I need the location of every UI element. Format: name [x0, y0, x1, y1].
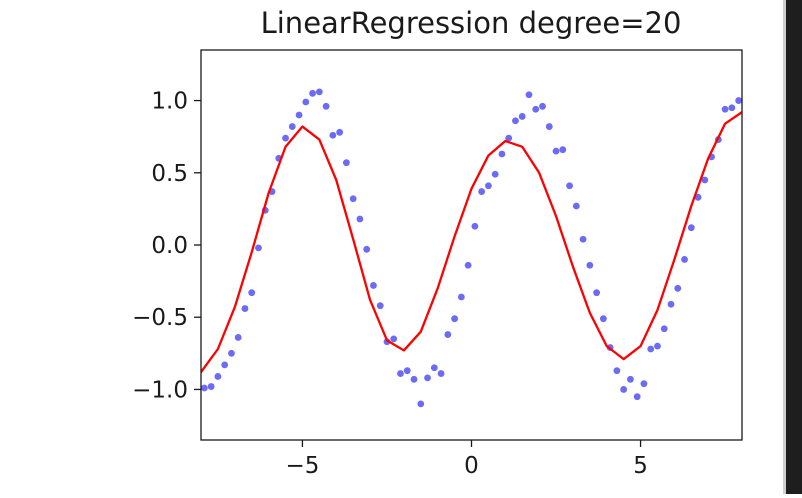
scatter-point [464, 261, 472, 269]
scatter-point [694, 193, 702, 201]
scatter-point [539, 102, 546, 110]
scatter-point [640, 380, 648, 388]
scatter-point [572, 202, 580, 210]
scatter-point [315, 88, 323, 96]
scatter-point [532, 105, 540, 113]
scatter-point [586, 261, 594, 269]
scatter-point [471, 222, 479, 230]
scatter-point [552, 147, 560, 155]
scatter-point [667, 300, 675, 308]
y-tick-label: −0.5 [132, 305, 188, 331]
scatter-point [390, 335, 398, 343]
plot-area [201, 88, 742, 408]
scatter-point [593, 289, 601, 297]
scatter-point [255, 244, 262, 252]
scatter-point [403, 367, 411, 375]
y-tick-label: 1.0 [151, 89, 188, 115]
scatter-point [444, 331, 452, 338]
scatter-point [329, 131, 337, 139]
scatter-point [430, 364, 438, 372]
scatter-point [214, 373, 222, 380]
scatter-point [735, 97, 742, 104]
scatter-point [613, 367, 621, 375]
window-edge [783, 0, 802, 494]
scatter-point [336, 128, 344, 136]
scatter-point [660, 325, 668, 333]
scatter-point [728, 104, 736, 112]
scatter-point [363, 245, 371, 253]
window-edge-highlight [783, 0, 786, 494]
scatter-point [701, 176, 709, 184]
scatter-point [322, 102, 330, 110]
scatter-point [248, 289, 256, 297]
scatter-point [559, 146, 567, 154]
scatter-point [457, 293, 465, 301]
scatter-point [566, 182, 573, 190]
scatter-point [633, 393, 641, 401]
scatter-point [417, 400, 425, 408]
scatter-point [654, 342, 661, 350]
scatter-point [437, 370, 445, 377]
x-tick-label: −5 [285, 453, 319, 479]
scatter-point [201, 384, 208, 392]
scatter-point [579, 235, 587, 243]
chart-title: LinearRegression degree=20 [261, 6, 682, 40]
scatter-point [410, 375, 418, 383]
x-tick-label: 0 [464, 453, 479, 479]
scatter-point [620, 386, 628, 393]
scatter-point [302, 98, 310, 106]
fit-line [201, 110, 742, 374]
scatter-point [424, 374, 431, 382]
scatter-point [282, 134, 289, 142]
scatter-point [221, 361, 229, 369]
scatter-point [234, 334, 242, 341]
scatter-point [512, 117, 519, 125]
scatter-point [518, 113, 526, 120]
scatter-point [674, 284, 682, 292]
scatter-point [498, 150, 506, 158]
scatter-point [545, 123, 553, 130]
scatter-point [525, 91, 533, 99]
scatter-point [451, 315, 458, 323]
scatter-point [505, 134, 513, 142]
scatter-point [647, 345, 655, 353]
scatter-point [627, 375, 634, 383]
scatter-point [342, 159, 350, 167]
y-tick-label: 0.5 [151, 161, 188, 187]
scatter-point [721, 105, 729, 113]
scatter-point [376, 302, 384, 310]
scatter-point [485, 182, 492, 190]
scatter-point [687, 224, 695, 232]
scatter-point [599, 315, 607, 323]
scatter-point [295, 111, 303, 119]
scatter-point [349, 195, 357, 203]
scatter-point [356, 215, 364, 223]
scatter-point [228, 349, 235, 357]
y-tick-label: 0.0 [151, 233, 188, 259]
scatter-point [397, 370, 404, 377]
x-tick-label: 5 [633, 453, 648, 479]
scatter-point [241, 305, 249, 312]
scatter-point [370, 282, 377, 289]
scatter-point [288, 123, 296, 130]
scatter-point [207, 383, 215, 390]
y-tick-label: −1.0 [132, 377, 188, 403]
scatter-point [681, 256, 688, 263]
scatter-point [491, 170, 499, 178]
scatter-point [478, 188, 486, 195]
axes: −5 0 5 1.0 0.5 0.0 −0.5 −1.0 [132, 49, 743, 479]
scatter-point [309, 89, 316, 97]
